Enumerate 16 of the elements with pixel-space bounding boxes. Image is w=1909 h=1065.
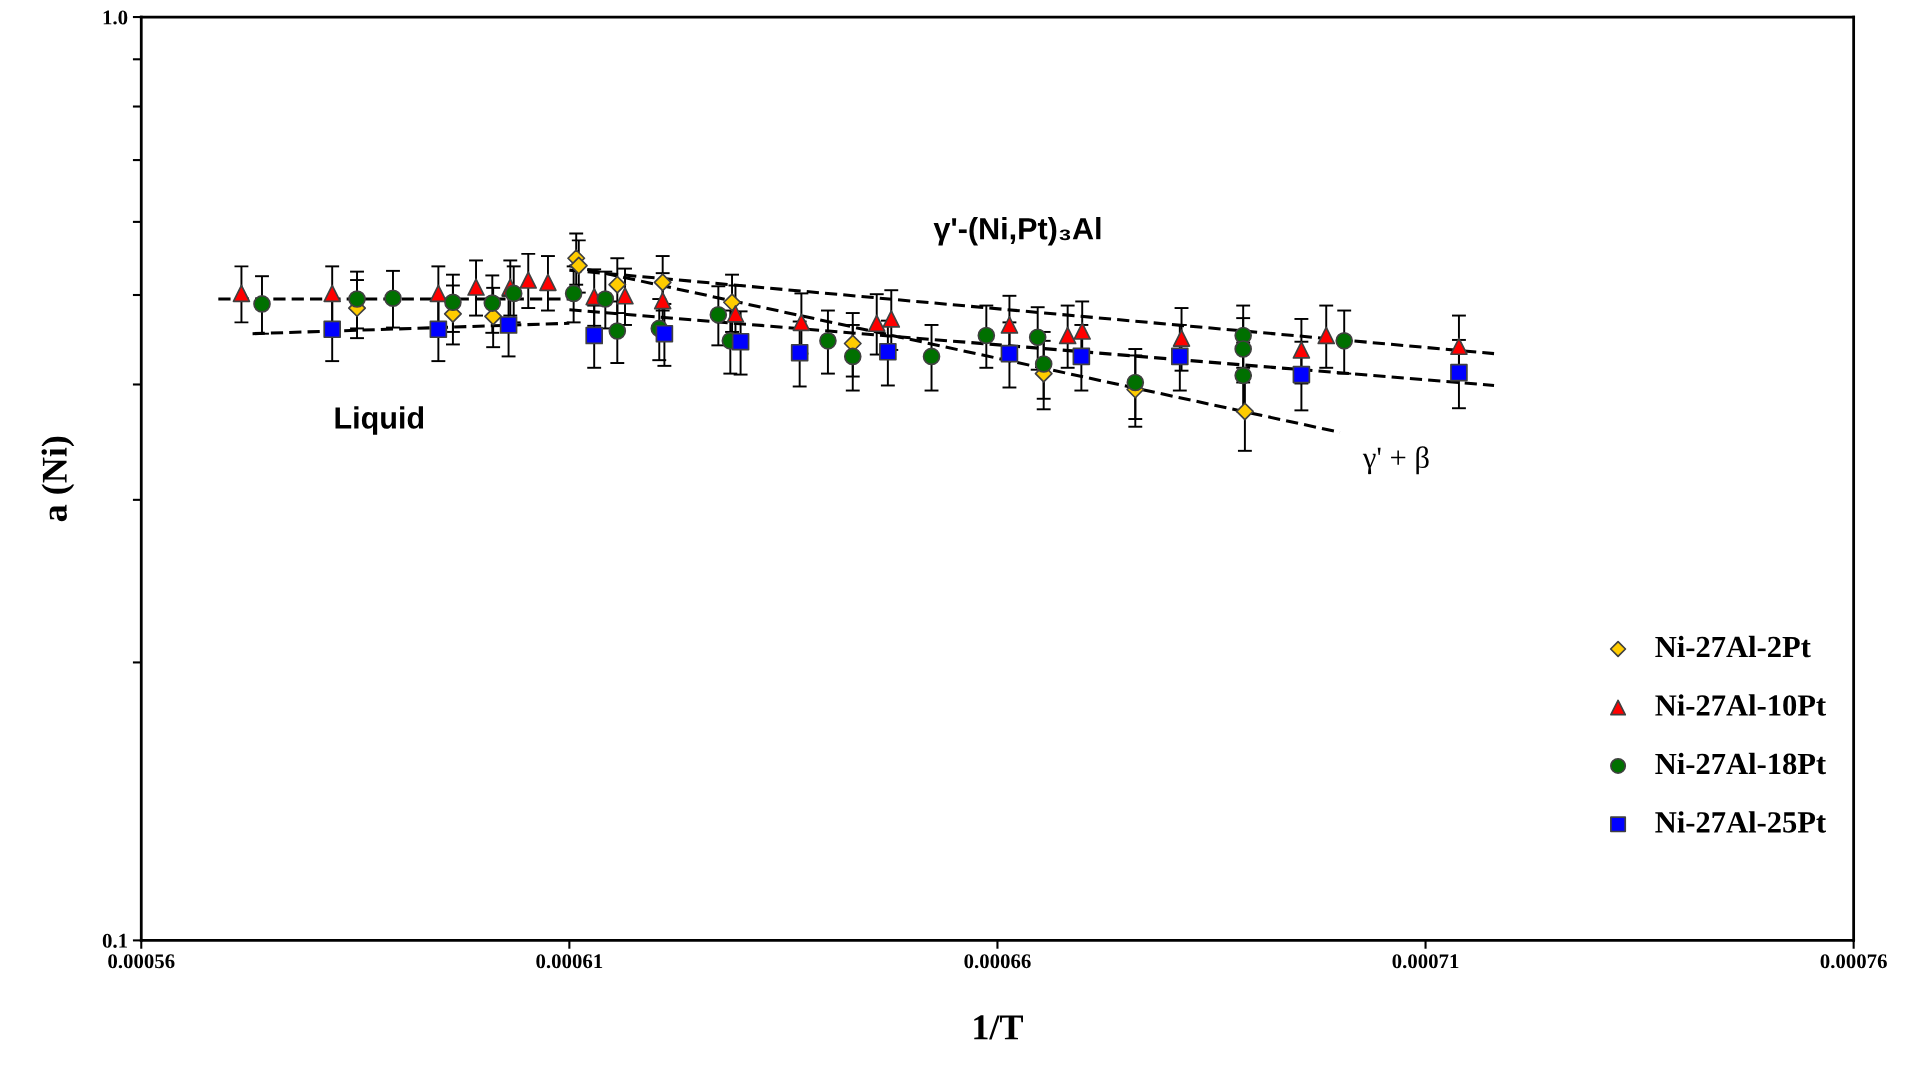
x-tick-label: 0.00061 — [536, 954, 603, 969]
annotation: γ'-(Ni,Pt)₃Al — [933, 217, 1101, 246]
x-tick-label: 0.00066 — [964, 954, 1031, 969]
legend-label: Ni-27Al-10Pt — [1655, 694, 1827, 716]
x-tick-label: 0.00076 — [1820, 954, 1887, 969]
y-tick-label: 0.1 — [102, 933, 127, 948]
legend-label: Ni-27Al-25Pt — [1655, 811, 1827, 833]
x-tick-label: 0.00071 — [1392, 954, 1459, 969]
annotation: γ' + β — [1362, 446, 1429, 475]
x-axis-title: 1/T — [974, 1015, 1023, 1040]
x-tick-label: 0.00056 — [108, 954, 175, 969]
y-axis-title: a (Ni) — [41, 436, 75, 522]
legend-label: Ni-27Al-2Pt — [1655, 635, 1811, 658]
legend-label: Ni-27Al-18Pt — [1655, 752, 1827, 775]
y-tick-label: 1.0 — [103, 10, 128, 25]
annotation: Liquid — [335, 406, 424, 435]
